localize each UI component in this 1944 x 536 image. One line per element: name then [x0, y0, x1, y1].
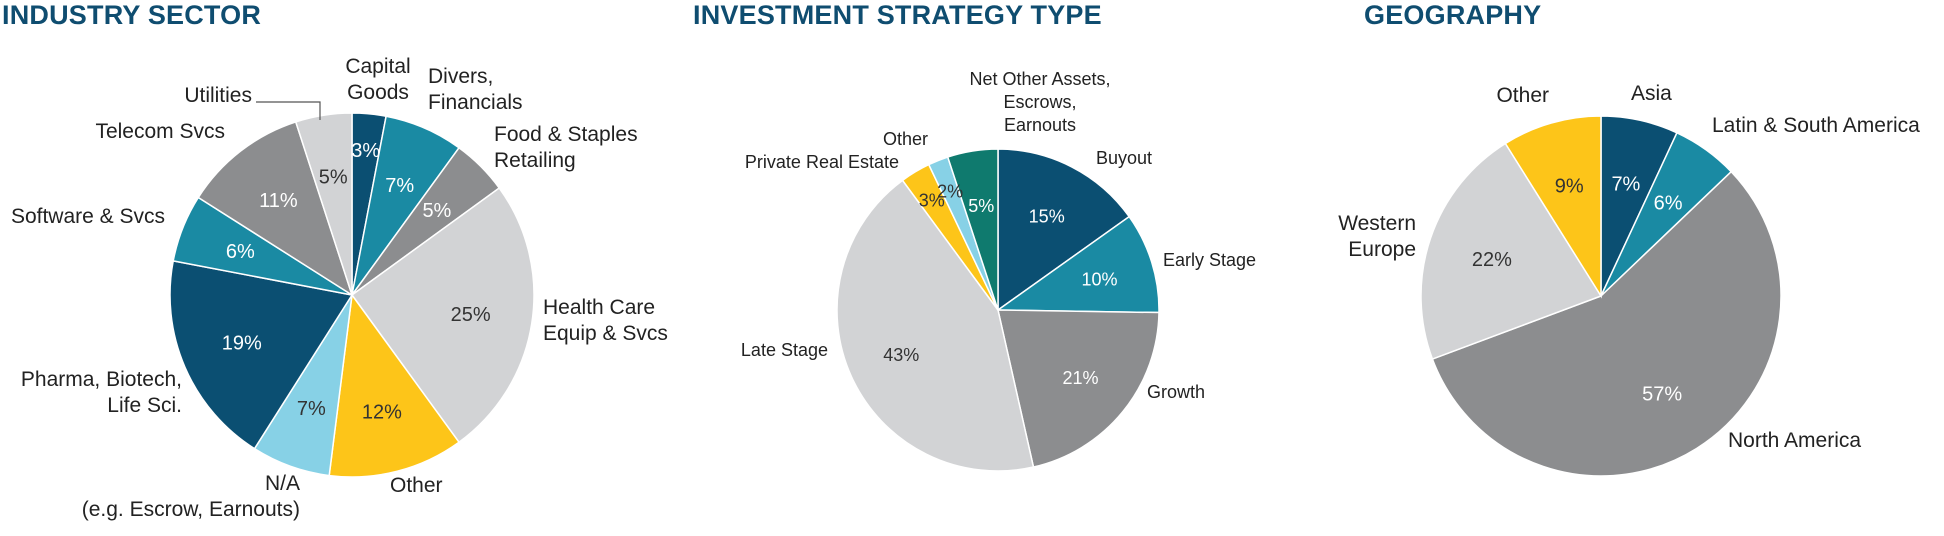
pie-category-label: Divers, Financials [428, 65, 523, 114]
pie-category-label: Food & Staples Retailing [494, 123, 638, 172]
pie-category-label: Other [390, 474, 443, 497]
pie-slice [294, 112, 353, 296]
pie-category-label: Early Stage [1163, 250, 1256, 270]
pie-slice [1420, 142, 1603, 360]
pie-category-label: Latin & South America [1712, 114, 1920, 137]
chart-title-investment-strategy-type: INVESTMENT STRATEGY TYPE [693, 0, 1102, 30]
pie-slice [997, 309, 1160, 468]
pie-slice [946, 148, 999, 311]
pie-value-label: 22% [1472, 249, 1512, 271]
pie-value-label: 3% [351, 140, 380, 162]
pie-value-label: 5% [422, 200, 451, 222]
pie-value-label: 12% [362, 401, 402, 423]
pie-value-label: 10% [1081, 269, 1117, 289]
pie-category-label: Asia [1631, 82, 1672, 105]
pie-slice [328, 293, 461, 478]
pie-value-label: 5% [319, 166, 348, 188]
pie-value-label: 15% [1029, 207, 1065, 227]
pie-category-label: Health Care Equip & Svcs [543, 296, 668, 345]
pie-slice [197, 120, 354, 297]
pie-value-label: 3% [919, 191, 945, 211]
pie-category-label: Utilities [184, 84, 252, 107]
pie-slice [836, 179, 1035, 472]
pie-category-label: Late Stage [741, 340, 828, 360]
pie-value-label: 43% [883, 345, 919, 365]
pie-category-label: Net Other Assets, Escrows, Earnouts [969, 69, 1110, 135]
pie-category-label: Western Europe [1338, 212, 1416, 261]
pie-value-label: 21% [1062, 368, 1098, 388]
pie-value-label: 19% [222, 333, 262, 355]
pie-slice [995, 215, 1160, 314]
pie-category-label: Other [883, 129, 928, 149]
leader-line [256, 101, 321, 120]
pie-category-label: N/A (e.g. Escrow, Earnouts) [82, 472, 300, 521]
pie-value-label: 11% [259, 190, 298, 212]
pie-slice [997, 148, 1131, 312]
pie-value-label: 6% [226, 241, 255, 263]
pie-slice [1431, 170, 1782, 477]
pie-category-label: Private Real Estate [745, 152, 899, 172]
pie-chart-2: 7% 6% 57% 22% 9% Asia Latin & South America Nor… [1338, 82, 1920, 477]
chart-title-geography: GEOGRAPHY [1364, 0, 1542, 30]
pie-chart-1: 15% 10% 21% 43% 3%2%5% Buyout Early Stage Growt… [741, 69, 1256, 472]
pie-value-label: 25% [451, 304, 491, 326]
pie-category-label: Telecom Svcs [95, 120, 225, 143]
pie-category-label: Growth [1147, 382, 1205, 402]
pie-category-label: Other [1496, 84, 1549, 107]
pie-category-label: North America [1728, 429, 1861, 452]
pie-value-label: 7% [385, 175, 414, 197]
pie-category-label: Capital Goods [345, 55, 410, 104]
pie-category-label: Software & Svcs [11, 205, 165, 228]
pie-value-label: 57% [1642, 384, 1682, 406]
pie-slice [350, 186, 535, 444]
pie-slice [169, 260, 354, 450]
pie-value-label: 2% [937, 181, 963, 201]
pie-value-label: 5% [968, 196, 994, 216]
chart-title-industry-sector: INDUSTRY SECTOR [2, 0, 262, 30]
pie-slice [1504, 115, 1602, 299]
pie-value-label: 9% [1555, 175, 1584, 197]
pie-value-label: 6% [1654, 192, 1683, 214]
pie-value-label: 7% [297, 398, 326, 420]
pie-category-label: Pharma, Biotech, Life Sci. [21, 368, 182, 417]
pie-value-label: 7% [1611, 174, 1640, 196]
pie-category-label: Buyout [1096, 148, 1152, 168]
pie-chart-0: 3%7%5%25%12%7%19%6%11%5%Capital GoodsDive… [11, 55, 668, 521]
